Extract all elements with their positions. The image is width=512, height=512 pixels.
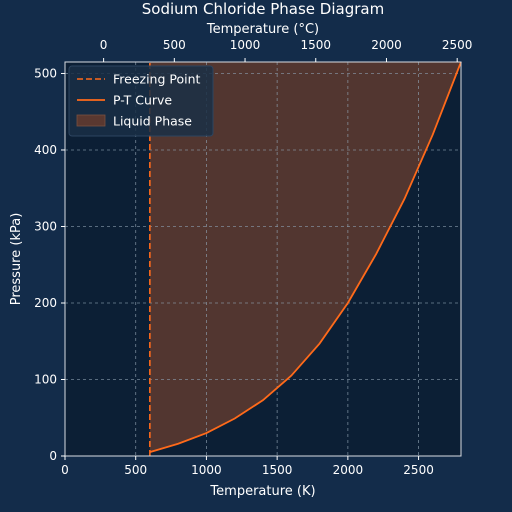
x-tick-label: 1000	[191, 463, 222, 477]
x-tick-label: 500	[124, 463, 147, 477]
x2-tick-label: 500	[163, 38, 186, 52]
plot-frame	[64, 61, 462, 457]
x-tick-label: 0	[61, 463, 69, 477]
y-tick-label: 400	[34, 143, 57, 157]
y-tick-label: 300	[34, 219, 57, 233]
x2-tick-label: 2500	[442, 38, 473, 52]
x2-tick-label: 1500	[300, 38, 331, 52]
x2-tick-label: 0	[100, 38, 108, 52]
x2-axis-label: Temperature (°C)	[206, 22, 319, 37]
y-axis-label: Pressure (kPa)	[9, 213, 24, 306]
liquid-phase-area	[149, 62, 461, 453]
x-tick-label: 2000	[333, 463, 364, 477]
legend-label-freezing-point: Freezing Point	[113, 72, 201, 87]
legend-swatch-liquid-phase	[76, 114, 106, 127]
y-tick-label: 0	[49, 449, 57, 463]
pt-curve-line	[149, 61, 462, 454]
x-tick-label: 2500	[403, 463, 434, 477]
x2-tick-label: 2000	[371, 38, 402, 52]
x-axis-label: Temperature (K)	[209, 484, 315, 499]
x-tick-label: 1500	[262, 463, 293, 477]
legend-label-pt-curve: P-T Curve	[113, 93, 172, 108]
x2-tick-label: 1000	[230, 38, 261, 52]
chart-title: Sodium Chloride Phase Diagram	[142, 0, 384, 18]
y-tick-label: 200	[34, 296, 57, 310]
legend-label-liquid-phase: Liquid Phase	[113, 114, 192, 129]
y-tick-label: 100	[34, 372, 57, 386]
y-tick-label: 500	[34, 66, 57, 80]
